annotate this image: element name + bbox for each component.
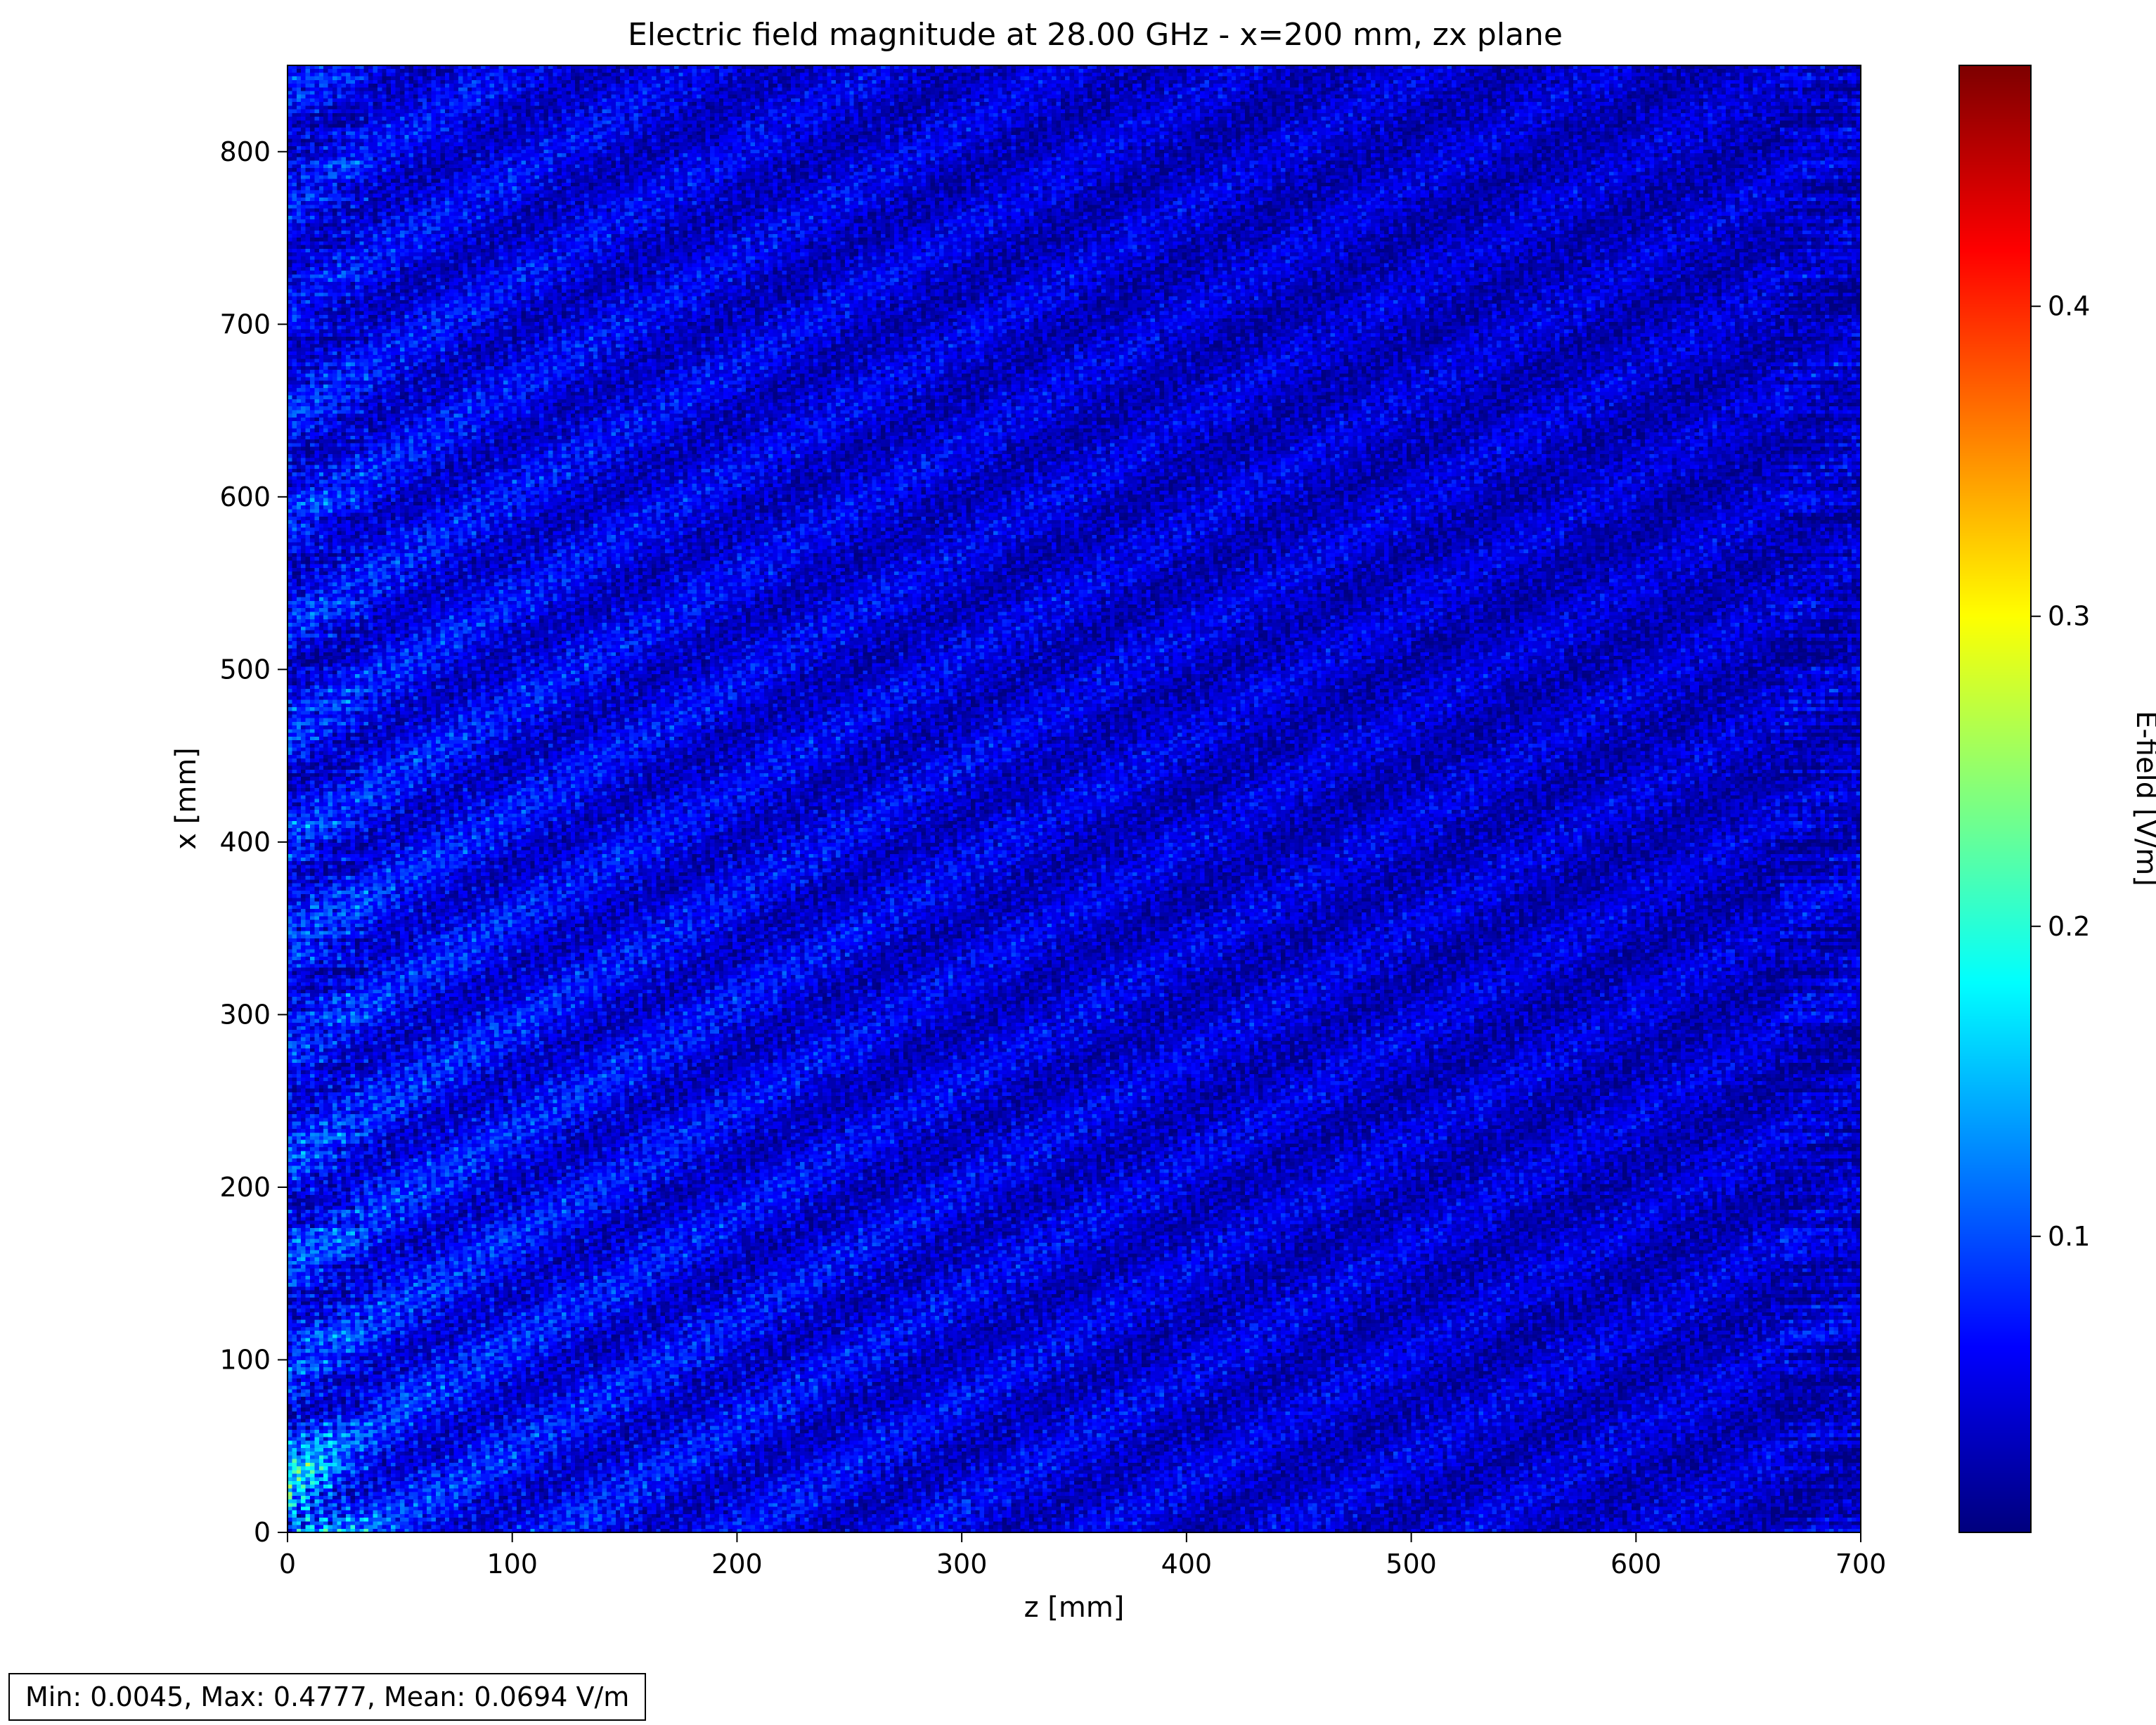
y-axis-label: x [mm] (170, 747, 202, 850)
x-axis: 0 100 200 300 400 500 600 700 (279, 1532, 1886, 1579)
colorbar-tick-label: 0.2 (2048, 911, 2090, 942)
stats-box: Min: 0.0045, Max: 0.4777, Mean: 0.0694 V… (8, 1673, 647, 1721)
colorbar-frame (1958, 65, 2032, 1533)
colorbar-label: E-field [V/m] (2130, 711, 2156, 886)
chart-title: Electric field magnitude at 28.00 GHz - … (628, 17, 1563, 53)
colorbar-gradient (1959, 65, 2031, 1532)
colorbar-axis: 0.1 0.2 0.3 0.4 (2031, 291, 2090, 1252)
heatmap-image (288, 65, 1861, 1532)
y-tick-label: 0 (254, 1517, 271, 1548)
x-tick-label: 700 (1835, 1549, 1887, 1579)
colorbar-tick-label: 0.4 (2048, 291, 2090, 322)
x-tick-label: 400 (1161, 1549, 1213, 1579)
colorbar-tick-label: 0.1 (2048, 1221, 2090, 1252)
x-tick-label: 200 (711, 1549, 763, 1579)
y-axis: 0 100 200 300 400 500 600 700 800 (219, 136, 288, 1548)
y-tick-label: 700 (219, 309, 271, 340)
x-axis-label: z [mm] (1024, 1591, 1125, 1624)
y-tick-label: 300 (219, 999, 271, 1030)
y-tick-label: 600 (219, 482, 271, 512)
plot-frame (287, 65, 1861, 1533)
x-tick-label: 600 (1610, 1549, 1662, 1579)
colorbar-tick-label: 0.3 (2048, 601, 2090, 632)
y-tick-label: 500 (219, 654, 271, 685)
y-tick-label: 400 (219, 827, 271, 858)
y-tick-label: 800 (219, 136, 271, 167)
x-tick-label: 0 (279, 1549, 296, 1579)
y-tick-label: 100 (219, 1344, 271, 1375)
x-tick-label: 500 (1386, 1549, 1437, 1579)
x-tick-label: 100 (486, 1549, 538, 1579)
y-tick-label: 200 (219, 1172, 271, 1203)
x-tick-label: 300 (936, 1549, 988, 1579)
